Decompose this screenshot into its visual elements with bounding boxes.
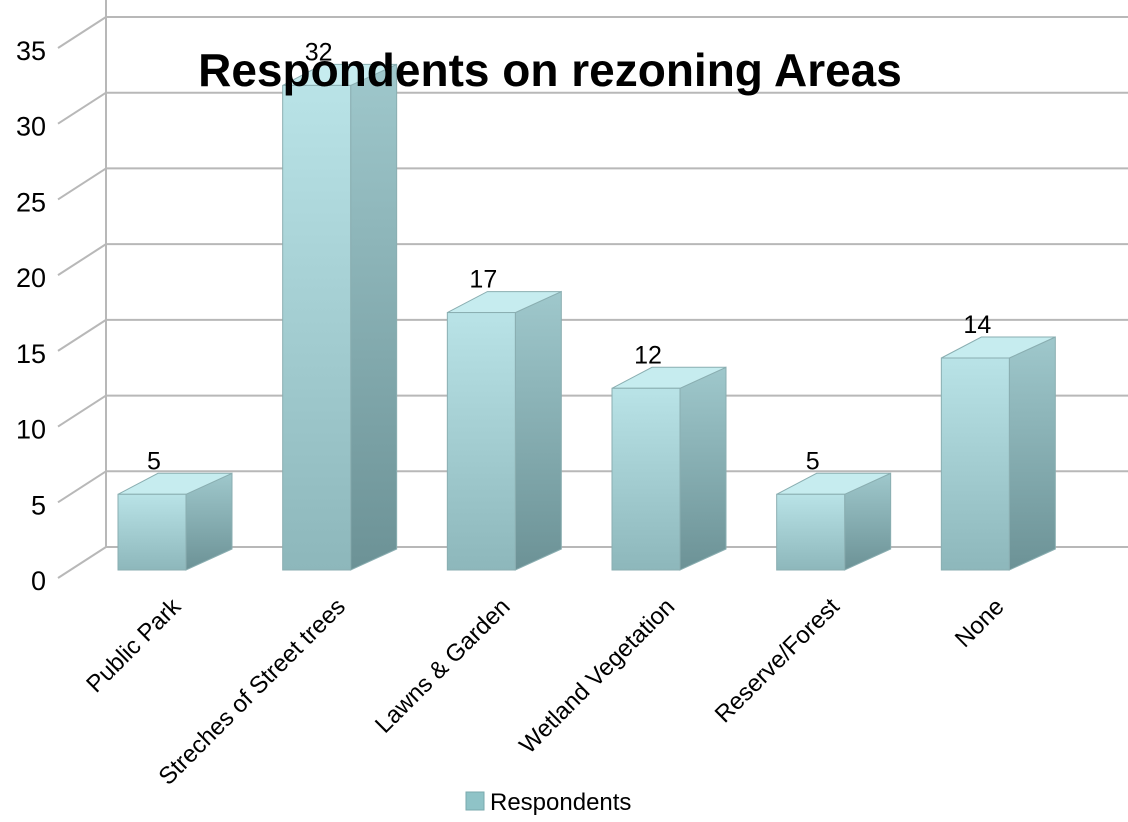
y-tick-label: 30 <box>16 112 46 142</box>
data-label: 5 <box>147 447 161 475</box>
x-tick-label: Streches of Street trees <box>154 593 351 790</box>
bar-side <box>514 290 562 571</box>
y-tick-label: 10 <box>16 415 46 445</box>
data-label: 12 <box>634 341 662 369</box>
data-label: 32 <box>305 38 333 66</box>
legend-swatch <box>465 791 485 811</box>
bar-side <box>1008 336 1056 571</box>
y-tick-label: 20 <box>16 263 46 293</box>
gridline-diagonal <box>57 167 107 201</box>
x-tick-label: Wetland Vegetation <box>514 593 680 759</box>
bar-front <box>776 493 846 571</box>
bars <box>117 63 1056 571</box>
legend: Respondents <box>465 789 631 816</box>
gridline-diagonal <box>57 394 107 428</box>
bar-front <box>446 312 516 571</box>
bar-front <box>611 387 681 571</box>
bar-side <box>350 63 398 571</box>
gridline-diagonal <box>57 470 107 504</box>
bar-front <box>940 357 1010 571</box>
bar <box>940 336 1056 571</box>
y-tick-label: 0 <box>31 566 46 596</box>
x-tick-label: Public Park <box>81 592 187 698</box>
bar-side <box>679 366 727 571</box>
x-tick-label: Reserve/Forest <box>710 593 845 728</box>
data-label: 17 <box>469 266 497 294</box>
bar <box>117 472 233 571</box>
y-tick-label: 15 <box>16 339 46 369</box>
bar-front <box>117 493 187 571</box>
bar <box>446 290 562 571</box>
bar <box>611 366 727 571</box>
data-label: 5 <box>806 447 820 475</box>
bar <box>776 472 892 571</box>
y-axis-ticks: 0 5 10 15 20 25 30 35 <box>16 36 46 596</box>
x-tick-label: None <box>950 593 1010 653</box>
y-tick-label: 5 <box>31 490 46 520</box>
gridline-diagonal <box>57 319 107 352</box>
gridline-diagonal <box>57 243 107 276</box>
data-label: 14 <box>963 311 991 339</box>
gridline-diagonal <box>57 91 107 125</box>
bar-front <box>282 84 352 571</box>
bar <box>282 63 398 571</box>
x-tick-label: Lawns & Garden <box>370 593 516 739</box>
gridline-diagonal <box>57 16 107 49</box>
y-tick-label: 25 <box>16 187 46 217</box>
legend-label: Respondents <box>490 789 631 816</box>
data-labels: 5 32 17 12 5 14 <box>147 38 991 475</box>
chart-title: Respondents on rezoning Areas <box>198 44 902 96</box>
y-tick-label: 35 <box>16 36 46 66</box>
gridline-diagonal <box>57 546 107 579</box>
